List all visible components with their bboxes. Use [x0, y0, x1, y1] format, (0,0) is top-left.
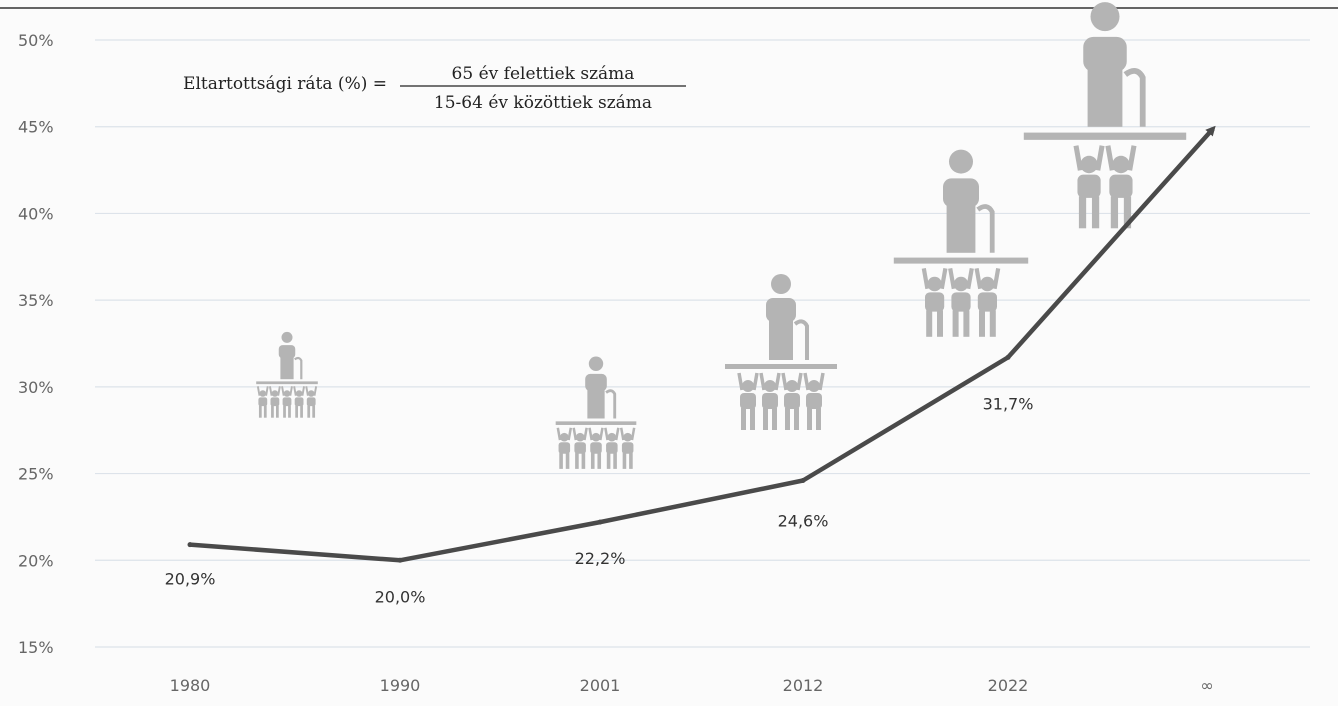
worker-icon — [921, 268, 948, 337]
x-tick-label: 2001 — [580, 676, 621, 695]
worker-icon — [256, 386, 269, 418]
worker-icon — [269, 386, 281, 418]
y-tick-label: 30% — [18, 378, 54, 397]
x-tick-label: ∞ — [1200, 676, 1213, 695]
worker-icon — [305, 386, 318, 418]
pictogram-2022 — [893, 149, 1029, 337]
elder-icon — [1083, 2, 1146, 127]
data-point — [187, 542, 193, 548]
series-line — [189, 125, 1216, 563]
pictogram-2012 — [725, 274, 837, 430]
data-point — [397, 557, 403, 563]
support-bar — [1023, 132, 1187, 140]
worker-icon — [803, 372, 825, 430]
worker-icon — [281, 386, 293, 418]
worker-icon — [974, 268, 1001, 337]
worker-icon — [588, 427, 604, 469]
worker-icon — [781, 372, 803, 430]
x-tick-label: 2022 — [988, 676, 1029, 695]
formula-lhs: Eltartottsági ráta (%) = — [183, 74, 387, 94]
y-tick-label: 25% — [18, 465, 54, 484]
x-tick-label: 2012 — [783, 676, 824, 695]
formula-numerator: 65 év felettiek száma — [452, 64, 635, 84]
data-label: 22,2% — [575, 549, 626, 568]
worker-icon — [737, 372, 759, 430]
support-bar — [893, 257, 1029, 264]
worker-icon — [293, 386, 305, 418]
pictogram-2001 — [555, 356, 637, 469]
pictogram-1980 — [256, 331, 318, 418]
worker-icon — [604, 427, 620, 469]
data-label: 20,9% — [165, 570, 216, 589]
elder-icon — [766, 274, 809, 360]
pictogram-∞ — [1023, 2, 1187, 229]
formula-denominator: 15-64 év közöttiek száma — [434, 93, 652, 113]
support-bar — [555, 421, 637, 425]
y-tick-label: 20% — [18, 551, 54, 570]
worker-icon — [948, 268, 974, 337]
worker-icon — [759, 372, 781, 430]
elder-icon — [943, 149, 995, 253]
data-point — [597, 519, 603, 525]
support-bar — [725, 364, 837, 369]
elder-icon — [585, 356, 617, 419]
worker-icon — [1105, 145, 1137, 229]
elder-icon — [278, 331, 303, 380]
data-point — [800, 478, 806, 484]
x-tick-label: 1990 — [380, 676, 421, 695]
y-tick-label: 35% — [18, 291, 54, 310]
y-tick-label: 40% — [18, 204, 54, 223]
support-bar — [256, 381, 318, 385]
data-label: 24,6% — [778, 512, 829, 531]
x-tick-label: 1980 — [170, 676, 211, 695]
y-tick-label: 50% — [18, 31, 54, 50]
y-tick-label: 45% — [18, 118, 54, 137]
data-label: 31,7% — [983, 394, 1034, 413]
worker-icon — [619, 427, 636, 469]
worker-icon — [1073, 145, 1105, 229]
worker-icon — [572, 427, 588, 469]
data-point — [1005, 354, 1011, 360]
formula: Eltartottsági ráta (%) = 65 év felettiek… — [183, 64, 686, 113]
y-tick-label: 15% — [18, 638, 54, 657]
data-label: 20,0% — [375, 587, 426, 606]
worker-icon — [556, 427, 573, 469]
